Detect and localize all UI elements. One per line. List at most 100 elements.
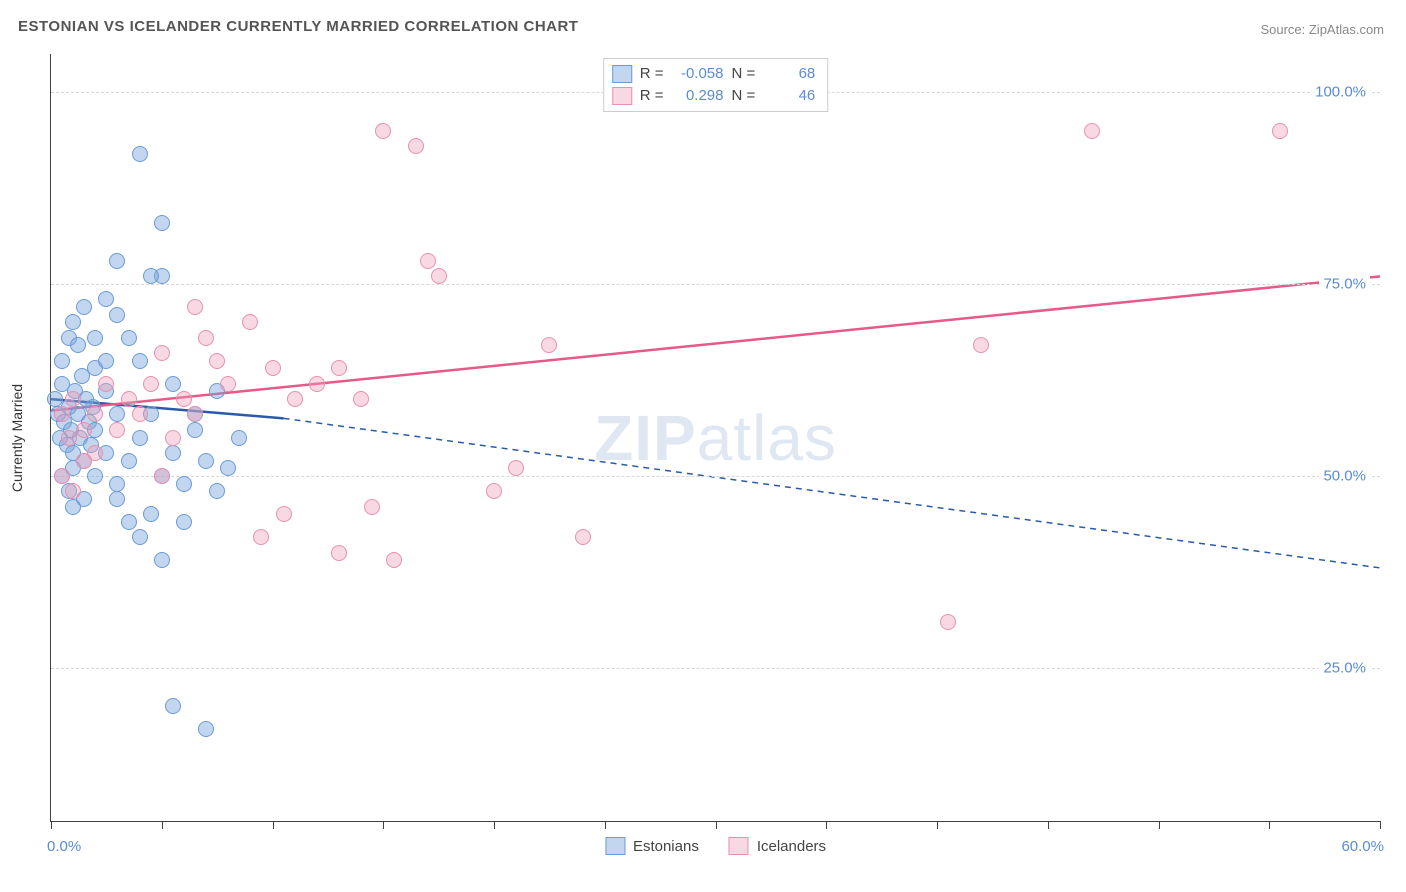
scatter-point bbox=[76, 422, 92, 438]
watermark: ZIPatlas bbox=[594, 401, 837, 475]
scatter-point bbox=[54, 353, 70, 369]
scatter-point bbox=[187, 299, 203, 315]
scatter-point bbox=[220, 376, 236, 392]
scatter-point bbox=[143, 376, 159, 392]
x-tick bbox=[937, 821, 938, 829]
scatter-point bbox=[331, 545, 347, 561]
scatter-point bbox=[187, 406, 203, 422]
scatter-point bbox=[98, 291, 114, 307]
legend-item-icelanders: Icelanders bbox=[729, 837, 826, 855]
scatter-point bbox=[109, 422, 125, 438]
legend-row-icelanders: R = 0.298 N = 46 bbox=[612, 85, 816, 107]
r-value-icelanders: 0.298 bbox=[672, 85, 724, 107]
scatter-point bbox=[165, 430, 181, 446]
r-label: R = bbox=[640, 63, 664, 85]
scatter-point bbox=[265, 360, 281, 376]
scatter-point bbox=[65, 314, 81, 330]
x-tick bbox=[273, 821, 274, 829]
x-tick bbox=[826, 821, 827, 829]
x-axis-label-start: 0.0% bbox=[47, 838, 81, 855]
swatch-icelanders bbox=[612, 87, 632, 105]
scatter-point bbox=[176, 391, 192, 407]
x-tick bbox=[494, 821, 495, 829]
scatter-point bbox=[76, 299, 92, 315]
scatter-point bbox=[65, 391, 81, 407]
scatter-point bbox=[121, 453, 137, 469]
scatter-point bbox=[154, 345, 170, 361]
x-axis-label-end: 60.0% bbox=[1341, 838, 1384, 855]
scatter-point bbox=[1272, 123, 1288, 139]
swatch-icelanders-bottom bbox=[729, 837, 749, 855]
scatter-point bbox=[121, 330, 137, 346]
scatter-point bbox=[61, 430, 77, 446]
scatter-point bbox=[109, 491, 125, 507]
scatter-point bbox=[165, 445, 181, 461]
scatter-point bbox=[353, 391, 369, 407]
scatter-point bbox=[154, 468, 170, 484]
scatter-point bbox=[87, 468, 103, 484]
scatter-point bbox=[420, 253, 436, 269]
legend-label-icelanders: Icelanders bbox=[757, 838, 826, 855]
scatter-point bbox=[87, 406, 103, 422]
scatter-point bbox=[231, 430, 247, 446]
watermark-bold: ZIP bbox=[594, 402, 697, 474]
scatter-point bbox=[121, 391, 137, 407]
scatter-point bbox=[154, 552, 170, 568]
scatter-point bbox=[386, 552, 402, 568]
trend-lines bbox=[51, 54, 1380, 821]
legend-series: Estonians Icelanders bbox=[605, 837, 826, 855]
scatter-point bbox=[121, 514, 137, 530]
scatter-point bbox=[65, 483, 81, 499]
scatter-point bbox=[253, 529, 269, 545]
scatter-point bbox=[198, 721, 214, 737]
scatter-point bbox=[198, 330, 214, 346]
scatter-point bbox=[176, 476, 192, 492]
legend-label-estonians: Estonians bbox=[633, 838, 699, 855]
chart-title: ESTONIAN VS ICELANDER CURRENTLY MARRIED … bbox=[18, 18, 578, 35]
scatter-point bbox=[309, 376, 325, 392]
scatter-point bbox=[242, 314, 258, 330]
scatter-point bbox=[109, 406, 125, 422]
scatter-point bbox=[109, 253, 125, 269]
scatter-point bbox=[54, 406, 70, 422]
y-tick-label: 25.0% bbox=[1319, 659, 1370, 676]
y-tick-label: 50.0% bbox=[1319, 467, 1370, 484]
scatter-point bbox=[132, 430, 148, 446]
scatter-point bbox=[109, 476, 125, 492]
scatter-point bbox=[375, 123, 391, 139]
scatter-point bbox=[132, 406, 148, 422]
r-label: R = bbox=[640, 85, 664, 107]
scatter-point bbox=[973, 337, 989, 353]
scatter-point bbox=[70, 337, 86, 353]
scatter-point bbox=[209, 353, 225, 369]
watermark-rest: atlas bbox=[697, 402, 837, 474]
scatter-point bbox=[132, 146, 148, 162]
scatter-point bbox=[176, 514, 192, 530]
scatter-point bbox=[76, 453, 92, 469]
legend-item-estonians: Estonians bbox=[605, 837, 699, 855]
x-tick bbox=[383, 821, 384, 829]
source-attribution: Source: ZipAtlas.com bbox=[1260, 22, 1384, 37]
n-label: N = bbox=[732, 85, 756, 107]
scatter-point bbox=[98, 353, 114, 369]
swatch-estonians-bottom bbox=[605, 837, 625, 855]
scatter-point bbox=[87, 330, 103, 346]
y-tick-label: 100.0% bbox=[1311, 84, 1370, 101]
scatter-point bbox=[220, 460, 236, 476]
scatter-point bbox=[132, 353, 148, 369]
scatter-point bbox=[65, 499, 81, 515]
scatter-point bbox=[143, 506, 159, 522]
scatter-point bbox=[276, 506, 292, 522]
scatter-point bbox=[54, 468, 70, 484]
y-axis-title: Currently Married bbox=[9, 383, 25, 491]
scatter-point bbox=[431, 268, 447, 284]
x-tick bbox=[1380, 821, 1381, 829]
x-tick bbox=[1159, 821, 1160, 829]
scatter-point bbox=[1084, 123, 1100, 139]
scatter-point bbox=[508, 460, 524, 476]
scatter-point bbox=[154, 215, 170, 231]
scatter-point bbox=[198, 453, 214, 469]
scatter-point bbox=[109, 307, 125, 323]
gridline bbox=[51, 284, 1380, 285]
scatter-point bbox=[132, 529, 148, 545]
